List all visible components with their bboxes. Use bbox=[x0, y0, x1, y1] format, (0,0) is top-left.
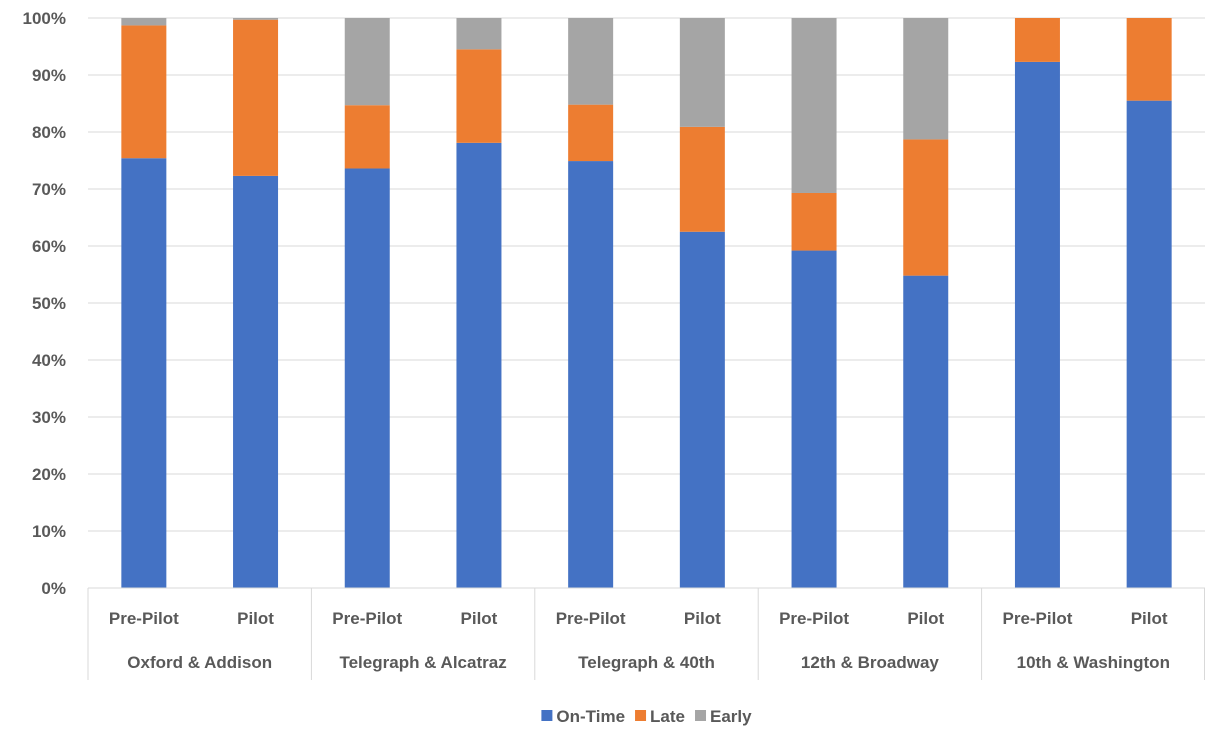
bar-on-time-6 bbox=[679, 231, 725, 588]
x-tick-label: Pilot bbox=[237, 609, 274, 628]
legend-swatch-on-time bbox=[541, 710, 553, 721]
bar-early-4 bbox=[456, 18, 502, 50]
x-group-label: 10th & Washington bbox=[1017, 653, 1170, 672]
x-tick-label: Pre-Pilot bbox=[779, 609, 849, 628]
axes: 0% 10% 20% 30% 40% 50% 60% 70% 80% 90% 100% Pre-Pil… bbox=[23, 9, 1205, 680]
legend-swatch-late bbox=[635, 710, 647, 721]
x-tick-label: Pilot bbox=[684, 609, 721, 628]
bar-early-2 bbox=[233, 18, 279, 20]
bar-on-time-9 bbox=[1014, 61, 1060, 588]
bar-on-time-2 bbox=[233, 175, 279, 588]
x-tick-label: Pilot bbox=[907, 609, 944, 628]
y-tick-label: 90% bbox=[32, 66, 66, 85]
legend: On-Time Late Early bbox=[541, 707, 752, 726]
x-group-label: Telegraph & 40th bbox=[578, 653, 715, 672]
x-tick-label: Pre-Pilot bbox=[1002, 609, 1072, 628]
x-group-label: Oxford & Addison bbox=[127, 653, 272, 672]
bars bbox=[121, 18, 1172, 589]
x-group-label: Telegraph & Alcatraz bbox=[339, 653, 506, 672]
bar-late-7 bbox=[791, 192, 837, 251]
bar-early-1 bbox=[121, 18, 167, 26]
y-tick-label: 10% bbox=[32, 522, 66, 541]
bar-late-4 bbox=[456, 49, 502, 143]
x-tick-label: Pilot bbox=[461, 609, 498, 628]
bar-late-5 bbox=[568, 104, 614, 162]
y-tick-label: 80% bbox=[32, 123, 66, 142]
bar-late-1 bbox=[121, 25, 167, 159]
x-tick-label: Pilot bbox=[1131, 609, 1168, 628]
bar-early-6 bbox=[679, 18, 725, 127]
bar-on-time-1 bbox=[121, 158, 167, 588]
y-tick-label: 60% bbox=[32, 237, 66, 256]
bar-early-5 bbox=[568, 18, 614, 105]
legend-label-late: Late bbox=[650, 707, 685, 726]
bar-late-9 bbox=[1014, 18, 1060, 62]
legend-label-on-time: On-Time bbox=[556, 707, 625, 726]
bar-late-2 bbox=[233, 19, 279, 176]
bar-on-time-8 bbox=[903, 275, 949, 588]
y-tick-label: 100% bbox=[23, 9, 66, 28]
legend-label-early: Early bbox=[710, 707, 752, 726]
y-tick-label: 20% bbox=[32, 465, 66, 484]
bar-early-8 bbox=[903, 18, 949, 140]
bar-on-time-7 bbox=[791, 250, 837, 588]
x-tick-label: Pre-Pilot bbox=[556, 609, 626, 628]
bar-on-time-3 bbox=[344, 168, 390, 589]
bar-on-time-10 bbox=[1126, 100, 1172, 589]
x-tick-label: Pre-Pilot bbox=[332, 609, 402, 628]
bar-late-8 bbox=[903, 139, 949, 276]
bar-late-3 bbox=[344, 105, 390, 169]
bar-late-10 bbox=[1126, 18, 1172, 101]
y-tick-label: 70% bbox=[32, 180, 66, 199]
bar-early-3 bbox=[344, 18, 390, 106]
bar-late-6 bbox=[679, 126, 725, 232]
legend-swatch-early bbox=[695, 710, 707, 721]
y-tick-label: 50% bbox=[32, 294, 66, 313]
bar-on-time-5 bbox=[568, 161, 614, 588]
x-group-label: 12th & Broadway bbox=[801, 653, 939, 672]
x-tick-label: Pre-Pilot bbox=[109, 609, 179, 628]
y-tick-label: 30% bbox=[32, 408, 66, 427]
bar-on-time-4 bbox=[456, 142, 502, 588]
y-tick-label: 40% bbox=[32, 351, 66, 370]
bar-early-7 bbox=[791, 18, 837, 193]
y-tick-label: 0% bbox=[41, 579, 66, 598]
